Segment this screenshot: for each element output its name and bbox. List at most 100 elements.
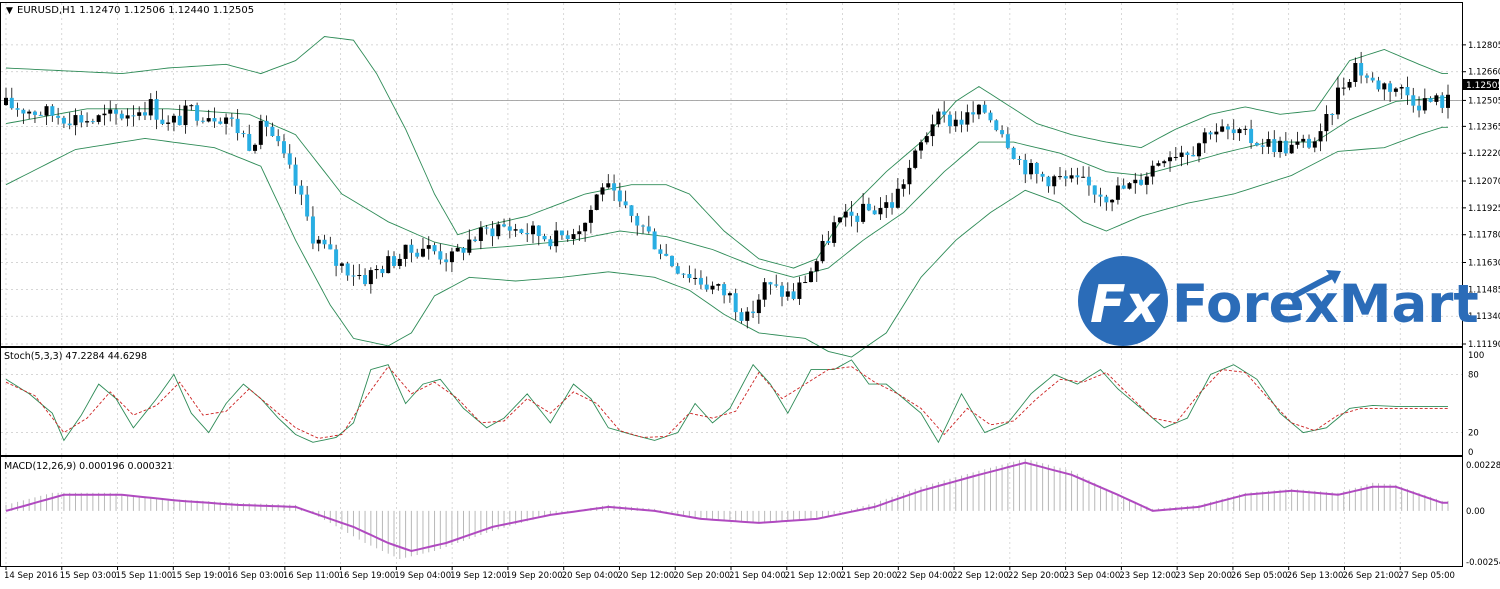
candle-bear — [855, 215, 860, 222]
candle-bear — [351, 275, 356, 277]
x-tick-label: 23 Sep 20:00 — [1175, 571, 1232, 581]
candle-bear — [490, 228, 495, 237]
candle-bear — [988, 112, 993, 121]
candle-bull — [357, 275, 362, 277]
candle-bear — [559, 230, 564, 236]
candle-bear — [1440, 95, 1445, 108]
candle-bear — [704, 284, 709, 290]
candle-bull — [1110, 199, 1115, 203]
candle-bull — [1446, 94, 1450, 108]
candle-bear — [79, 115, 84, 123]
y-tick-label: 1.11630 — [1468, 259, 1500, 269]
y-tick-label: 1.11780 — [1468, 231, 1500, 241]
candle-bull — [426, 245, 431, 249]
candle-bear — [50, 106, 55, 116]
candle-bear — [1376, 80, 1381, 90]
candle-bull — [924, 136, 929, 143]
candle-bull — [762, 282, 767, 300]
candle-bear — [1092, 185, 1097, 195]
candle-bull — [403, 244, 408, 259]
candle-bull — [1393, 88, 1398, 92]
candle-bear — [484, 227, 489, 229]
current-price-label: 1.12505 — [1466, 81, 1500, 91]
candle-bear — [281, 141, 286, 154]
candle-bull — [496, 224, 501, 237]
candle-bull — [73, 115, 78, 126]
candle-bear — [548, 239, 553, 247]
candle-bear — [1075, 175, 1080, 178]
candle-bull — [1029, 163, 1034, 175]
candle-bear — [658, 249, 663, 254]
candle-bull — [102, 113, 107, 116]
candle-bear — [1005, 134, 1010, 148]
x-tick-label: 22 Sep 12:00 — [952, 571, 1009, 581]
candle-bull — [1214, 131, 1219, 135]
candle-bear — [959, 119, 964, 125]
candle-bear — [461, 247, 466, 253]
candle-bear — [154, 99, 159, 120]
candle-bear — [687, 274, 692, 279]
candle-bull — [1156, 163, 1161, 166]
candle-bull — [1081, 176, 1086, 178]
candle-bull — [374, 268, 379, 271]
x-tick-label: 19 Sep 04:00 — [394, 571, 451, 581]
candle-bull — [1243, 128, 1248, 130]
candle-bear — [142, 112, 147, 116]
x-tick-label: 20 Sep 04:00 — [562, 571, 619, 581]
candle-bull — [1278, 140, 1283, 153]
candle-bull — [1173, 156, 1178, 158]
candle-bull — [1347, 81, 1352, 88]
candle-bear — [38, 114, 43, 116]
x-tick-label: 16 Sep 11:00 — [283, 571, 340, 581]
candle-bear — [212, 118, 217, 122]
candle-bear — [502, 224, 507, 227]
x-tick-label: 23 Sep 04:00 — [1064, 571, 1121, 581]
candle-bull — [1133, 179, 1138, 184]
candle-bear — [1225, 126, 1230, 130]
candle-bear — [247, 133, 252, 151]
candle-bull — [571, 234, 576, 240]
candle-bull — [1057, 176, 1062, 178]
candle-bear — [669, 255, 674, 267]
candle-bull — [930, 124, 935, 137]
candle-bear — [1086, 176, 1091, 186]
candle-bull — [1353, 63, 1358, 82]
current-price-tag — [1463, 79, 1499, 90]
candle-bear — [415, 252, 420, 257]
candle-bear — [1121, 185, 1126, 189]
chart-title-icon[interactable]: ▼ — [6, 6, 13, 16]
candle-bear — [890, 202, 895, 208]
candle-bear — [722, 284, 727, 296]
candle-bull — [4, 97, 8, 106]
candle-bear — [392, 256, 397, 266]
candle-bear — [994, 120, 999, 131]
x-tick-label: 20 Sep 20:00 — [673, 571, 730, 581]
candle-bull — [820, 240, 825, 262]
candle-bear — [698, 277, 703, 285]
candle-bear — [322, 239, 327, 245]
candle-bull — [166, 122, 171, 124]
candle-bear — [942, 111, 947, 115]
candle-bear — [519, 229, 524, 233]
candle-bear — [119, 113, 124, 119]
candle-bull — [1266, 139, 1271, 147]
candle-bear — [409, 244, 414, 253]
candle-bull — [843, 211, 848, 218]
macd-tick-label: 0.00 — [1466, 507, 1485, 517]
y-tick-label: 1.12220 — [1468, 149, 1500, 159]
candle-bear — [305, 194, 310, 217]
candle-bull — [339, 263, 344, 266]
x-tick-label: 21 Sep 20:00 — [841, 571, 898, 581]
candle-bull — [224, 117, 229, 124]
logo-badge-text: Fx — [1090, 275, 1161, 335]
candle-bull — [530, 225, 535, 235]
x-tick-label: 16 Sep 19:00 — [339, 571, 396, 581]
candle-bull — [861, 203, 866, 222]
candle-bull — [189, 105, 194, 107]
candle-bear — [1023, 159, 1028, 175]
candle-bear — [287, 153, 292, 165]
candle-bear — [664, 253, 669, 256]
x-tick-label: 27 Sep 05:00 — [1398, 571, 1455, 581]
candle-bear — [9, 97, 14, 109]
